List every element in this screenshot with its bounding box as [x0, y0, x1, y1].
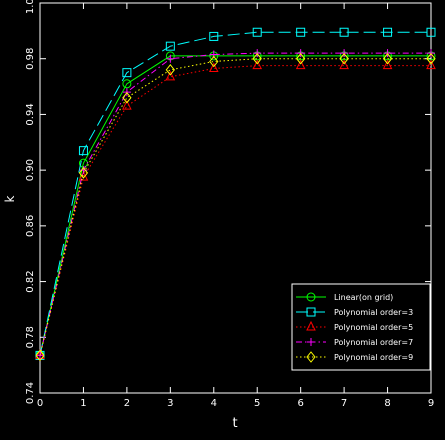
data-point	[306, 320, 316, 331]
y-axis-ticks: 0.74 0.78 0.82 0.86 0.90 0.94 0.98 1.02	[25, 0, 431, 404]
series-line	[39, 55, 431, 356]
data-point	[339, 52, 349, 65]
x-tick-label: 6	[297, 398, 303, 409]
y-tick-label: 0.74	[25, 382, 36, 404]
data-point	[165, 41, 175, 51]
data-point	[209, 55, 219, 68]
x-tick-label: 5	[254, 398, 260, 409]
y-tick-label: 0.94	[25, 103, 36, 125]
x-tick-label: 8	[384, 398, 390, 409]
data-point	[296, 52, 306, 65]
legend-label: Polynomial order=3	[334, 308, 413, 317]
data-point	[208, 62, 219, 72]
data-point	[252, 27, 262, 37]
data-point	[35, 349, 45, 362]
data-point	[122, 91, 132, 104]
data-point	[307, 338, 315, 346]
y-tick-label: 0.90	[25, 159, 36, 181]
y-tick-label: 0.98	[25, 48, 36, 70]
data-point	[78, 146, 88, 156]
x-tick-label: 4	[211, 398, 217, 409]
series-line	[39, 65, 431, 356]
x-axis-ticks: 0 1 2 3 4 5 6 7 8 9	[37, 3, 434, 409]
series-line	[39, 52, 431, 356]
x-tick-label: 0	[37, 398, 43, 409]
x-tick-label: 7	[341, 398, 347, 409]
series-line	[39, 58, 431, 356]
data-point	[252, 52, 262, 65]
data-point	[295, 59, 306, 70]
data-point	[209, 31, 219, 41]
data-point	[296, 27, 306, 37]
y-tick-label: 0.78	[25, 326, 36, 348]
series-line	[39, 31, 431, 356]
x-tick-label: 9	[428, 398, 434, 409]
series-group	[35, 52, 436, 362]
x-tick-label: 1	[80, 398, 86, 409]
data-point	[426, 59, 436, 70]
x-tick-label: 3	[167, 398, 173, 409]
data-point	[78, 167, 89, 179]
data-point	[383, 27, 393, 37]
data-point	[306, 307, 316, 317]
legend: Linear(on grid) Polynomial order=3 Polynom…	[291, 283, 431, 371]
data-point	[165, 64, 175, 76]
legend-label: Polynomial order=5	[334, 323, 413, 332]
legend-label: Polynomial order=7	[334, 338, 413, 347]
x-tick-label: 2	[124, 398, 130, 409]
data-point	[306, 351, 316, 363]
data-point	[382, 52, 393, 65]
data-point	[426, 52, 436, 65]
series-group	[35, 59, 436, 359]
y-tick-label: 0.86	[25, 215, 36, 237]
series-layer	[35, 27, 436, 362]
data-point	[339, 27, 349, 37]
data-point	[382, 59, 393, 70]
data-point	[36, 351, 44, 360]
data-point	[122, 99, 132, 110]
data-point	[166, 54, 175, 63]
data-point	[122, 79, 132, 89]
x-axis-label: t	[232, 416, 237, 431]
data-point	[426, 27, 436, 37]
data-point	[306, 292, 316, 302]
data-point	[252, 59, 263, 70]
data-point	[122, 68, 132, 78]
legend-label: Polynomial order=9	[334, 353, 413, 362]
y-axis-label: k	[3, 195, 17, 202]
legend-label: Linear(on grid)	[334, 293, 393, 302]
y-tick-label: 0.82	[25, 270, 36, 292]
y-tick-label: 1.02	[25, 0, 36, 14]
series-group	[35, 27, 436, 360]
data-point	[339, 59, 349, 70]
data-point	[165, 70, 176, 81]
